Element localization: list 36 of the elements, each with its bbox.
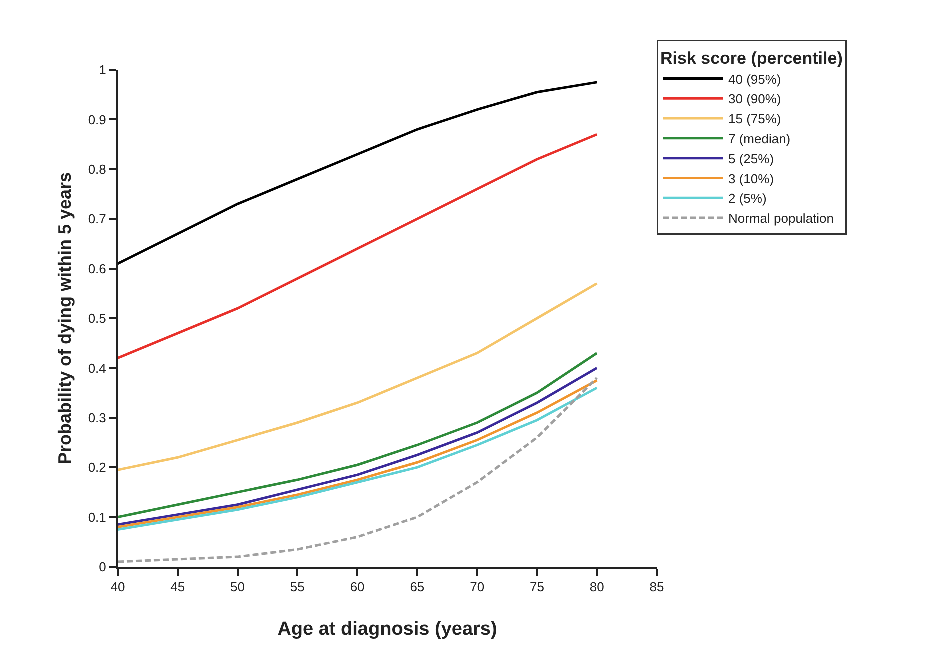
x-tick-label: 50 (230, 580, 246, 595)
legend-label: Normal population (728, 211, 834, 226)
y-tick-label: 1 (99, 62, 106, 78)
legend-label: 40 (95%) (728, 72, 782, 87)
x-tick-label: 70 (470, 580, 485, 595)
legend-label: 2 (5%) (728, 191, 767, 206)
x-tick-label: 85 (650, 580, 664, 595)
x-tick-label: 40 (110, 580, 126, 595)
legend-title: Risk score (percentile) (660, 48, 843, 68)
y-axis-title: Probability of dying within 5 years (55, 172, 75, 465)
y-tick-label: 0.4 (88, 360, 106, 376)
x-axis-title: Age at diagnosis (years) (278, 619, 498, 640)
legend-label: 15 (75%) (728, 112, 782, 127)
x-tick-label: 55 (290, 580, 305, 595)
x-tick-label: 80 (590, 580, 604, 595)
y-tick-label: 0.3 (88, 410, 106, 426)
line-series (118, 81, 598, 266)
y-tick-label: 0.8 (88, 162, 106, 177)
y-tick-label: 0.2 (88, 460, 106, 476)
legend-label: 7 (median) (728, 132, 791, 146)
legend-label: 3 (10%) (728, 171, 774, 186)
y-tick-label: 0.9 (88, 112, 106, 128)
x-tick-label: 75 (530, 580, 544, 595)
line-series (118, 282, 598, 472)
y-tick-label: 0 (99, 560, 106, 575)
y-tick-label: 0.5 (88, 311, 106, 326)
line-series (118, 376, 598, 564)
y-tick-label: 0.1 (88, 510, 106, 525)
y-tick-label: 0.7 (88, 212, 106, 227)
line-series (118, 133, 598, 360)
x-tick-label: 65 (410, 580, 425, 595)
y-tick-label: 0.6 (88, 261, 106, 276)
legend-label: 5 (25%) (728, 151, 774, 166)
x-tick-label: 45 (170, 580, 186, 595)
x-tick-label: 60 (350, 580, 365, 595)
legend-label: 30 (90%) (728, 92, 782, 107)
